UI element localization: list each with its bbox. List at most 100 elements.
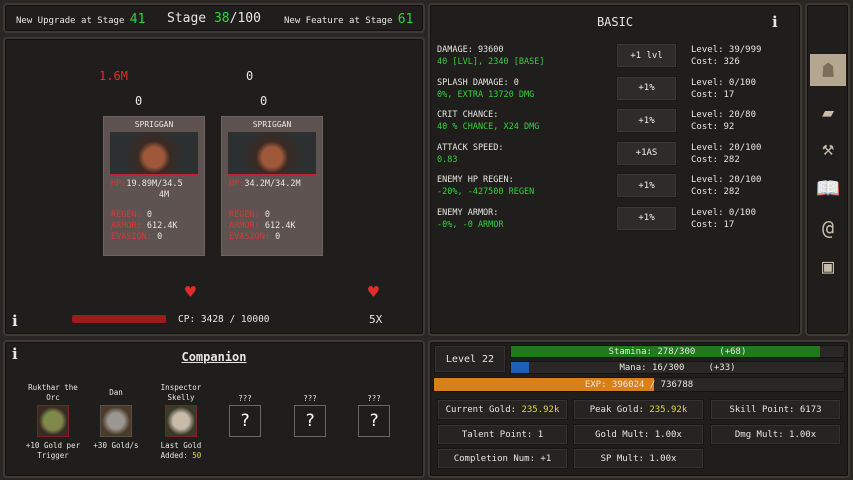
hp-label: HP: [111,179,127,189]
locked-companion-slot[interactable]: ? [358,405,390,437]
enemy-hp: 19.89M/34.5 [126,179,183,189]
companion-desc: Last Gold Added: 50 [151,441,211,461]
peak-gold-value: 235.92k [649,404,688,415]
sp-mult: SP Mult: 1.00x [573,448,704,469]
companion-portrait-dan[interactable] [100,405,132,437]
stage-header [3,3,425,33]
upgrades-title: BASIC [596,15,634,29]
hp-label: HP: [229,179,245,189]
enemy-hp: 34.2M/34.2M [244,179,301,189]
feature-label: New Feature at Stage [284,16,393,26]
enemy-name: SPRIGGAN [252,120,292,129]
next-upgrade-stage: New Upgrade at Stage 41 [16,12,145,27]
mana-text: Mana: 16/300 [619,362,685,373]
upgrade-button[interactable]: +1% [616,75,677,101]
damage-dealt-2: 0 [246,69,254,83]
regen-label: REGEN: [229,210,260,220]
upgrade-cost: Cost: 17 [691,89,735,100]
upgrade-level-info: Level: 0/100 Cost: 17 [691,77,756,101]
cp-text: CP: 3428 / 10000 [178,314,270,325]
enemy-regen: 0 [264,210,270,220]
companion-name: ??? [303,394,317,403]
enemy-portrait [110,132,198,176]
companion-name: Dan [109,388,123,397]
skill-point: Skill Point: 6173 [710,399,841,420]
scroll-icon[interactable]: ▰ [821,100,835,124]
upgrade-row-info: DAMAGE: 93600 40 [LVL], 2340 [BASE] [437,44,544,68]
companion-portrait-skelly[interactable] [165,405,197,437]
exp-text: EXP: 396024 / 736788 [584,379,694,390]
upgrade-detail: 40 % CHANCE, X24 DMG [437,122,540,132]
enemy-card[interactable]: SPRIGGAN HP:19.89M/34.5 4M REGEN: 0 ARMO… [103,116,205,256]
upgrade-button[interactable]: +1% [616,173,677,198]
anvil-icon[interactable]: ⚒ [821,136,835,160]
stage-max: /100 [229,11,261,26]
companion-name: ??? [367,394,381,403]
mana-fill [511,362,529,373]
last-gold-value: 50 [192,451,202,460]
upgrade-level: Level: 20/80 [691,110,757,120]
damage-dealt: 1.6M [99,69,128,83]
upgrade-detail: -20%, -427500 REGEN [437,187,535,197]
exp-bar: EXP: 396024 / 736788 [433,377,845,392]
upgrade-cost: Cost: 282 [691,187,740,197]
companion-desc: +30 Gold/s [93,441,139,450]
upgrade-row-info: ATTACK SPEED: 0.83 [437,142,504,166]
companion-desc-text: Last Gold Added: [160,441,202,460]
enemy-armor: 612.4K [264,221,296,231]
stage-current: 38 [213,11,230,26]
enemy-card[interactable]: SPRIGGAN HP:34.2M/34.2M REGEN: 0 ARMOR: … [221,116,323,256]
upgrade-button[interactable]: +1 lvl [616,43,677,68]
stamina-bar: Stamina: 278/300 (+68) [510,345,845,358]
upgrade-cost: Cost: 92 [691,122,735,132]
peak-gold-label: Peak Gold: [589,404,644,415]
upgrade-button[interactable]: +1AS [616,140,677,166]
upgrade-label: SPLASH DAMAGE: 0 [437,77,519,88]
feature-stage-value: 61 [397,12,414,27]
upgrade-level: Level: 39/999 [691,45,762,55]
upgrade-row-info: CRIT CHANCE: 40 % CHANCE, X24 DMG [437,109,539,133]
upgrade-level: Level: 0/100 [691,77,757,88]
upgrade-stage-value: 41 [129,12,146,27]
upgrade-label: DAMAGE: 93600 [437,45,504,55]
regen-label: REGEN: [111,210,142,220]
stamina-bonus: (+68) [719,346,747,357]
upgrade-label: New Upgrade at Stage [16,16,125,26]
upgrades-info-button[interactable]: i [772,13,778,31]
current-gold-value: 235.92k [521,404,560,415]
upgrade-level-info: Level: 20/80 Cost: 92 [691,109,756,133]
locked-companion-slot[interactable]: ? [294,405,326,437]
enemy-counter-2: 0 [260,94,268,108]
upgrade-button[interactable]: +1% [616,205,677,231]
chest-icon[interactable]: ▣ [821,254,835,278]
battle-info-button[interactable]: i [12,312,18,330]
upgrade-button[interactable]: +1% [616,108,677,133]
upgrade-cost: Cost: 326 [691,57,740,67]
book-icon[interactable]: 📖 [815,176,841,200]
mana-bar: Mana: 16/300 (+33) [510,361,845,374]
companion-name: ??? [238,394,252,403]
evasion-label: EVASION: [229,232,270,242]
upgrade-level-info: Level: 0/100 Cost: 17 [691,207,756,231]
enemy-portrait [228,132,316,176]
helmet-icon[interactable]: ☗ [810,54,846,86]
stamina-fill [511,346,820,357]
upgrade-level-info: Level: 20/100 Cost: 282 [691,142,761,166]
upgrade-detail: 40 [LVL], 2340 [BASE] [437,57,545,67]
enemy-evasion: 0 [275,232,281,242]
companion-info-button[interactable]: i [12,345,18,363]
upgrade-cost: Cost: 282 [691,154,740,165]
spiral-icon[interactable]: @ [821,216,835,240]
upgrade-cost: Cost: 17 [691,219,735,230]
locked-companion-slot[interactable]: ? [229,405,261,437]
upgrade-level: Level: 20/100 [691,175,762,185]
armor-label: ARMOR: [229,221,260,231]
heart-icon: ♥ [185,282,196,303]
peak-gold: Peak Gold: 235.92k [573,399,704,420]
upgrade-level-info: Level: 39/999 Cost: 326 [691,44,761,68]
enemy-regen: 0 [146,210,152,220]
upgrades-panel [428,3,802,336]
next-feature-stage: New Feature at Stage 61 [284,12,413,27]
companion-title: Companion [181,350,247,364]
companion-portrait-orc[interactable] [37,405,69,437]
